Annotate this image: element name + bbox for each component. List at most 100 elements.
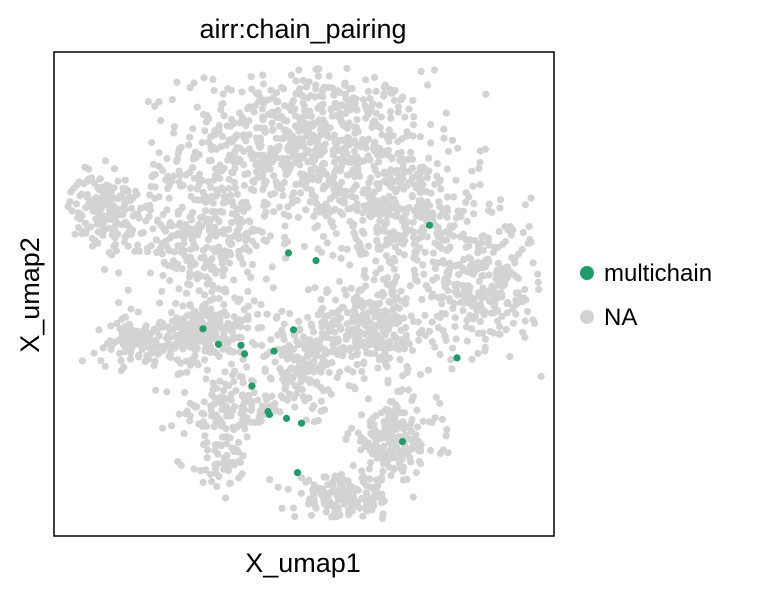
na-point <box>285 147 293 155</box>
na-point <box>343 309 352 317</box>
na-point <box>490 302 498 310</box>
na-point <box>410 228 418 236</box>
na-point <box>310 402 318 410</box>
na-point <box>409 493 417 501</box>
na-point <box>107 322 115 330</box>
na-point <box>239 379 247 387</box>
na-point <box>223 412 231 420</box>
na-point <box>230 232 239 240</box>
na-point <box>129 226 137 234</box>
na-point <box>401 409 409 417</box>
na-point <box>412 469 420 477</box>
na-point <box>272 314 280 322</box>
na-point <box>243 324 252 332</box>
na-point <box>220 301 228 309</box>
na-point <box>207 412 216 420</box>
na-point <box>189 125 197 133</box>
na-point <box>416 133 424 141</box>
na-point <box>443 165 451 173</box>
na-point <box>449 344 457 352</box>
na-point <box>268 119 276 127</box>
na-point <box>240 399 248 407</box>
na-point <box>311 93 319 101</box>
na-point <box>219 90 227 98</box>
na-point <box>189 315 197 324</box>
na-point <box>424 285 432 293</box>
na-point <box>187 216 196 224</box>
na-point <box>321 316 329 324</box>
na-point <box>360 360 368 368</box>
na-point <box>199 418 208 426</box>
na-point <box>439 208 447 216</box>
na-point <box>304 286 312 294</box>
na-point <box>209 281 217 289</box>
na-point <box>496 323 504 331</box>
na-point <box>507 231 515 239</box>
na-point <box>346 261 354 269</box>
na-point <box>397 96 405 104</box>
na-point <box>313 337 321 345</box>
na-point <box>369 494 377 502</box>
y-axis-label: X_umap2 <box>15 237 45 353</box>
na-point <box>348 84 356 93</box>
na-point <box>499 240 507 248</box>
na-point <box>328 347 336 355</box>
na-point <box>335 495 343 503</box>
na-point <box>131 247 139 255</box>
na-point <box>215 294 223 302</box>
na-point <box>376 299 384 307</box>
multichain-point <box>425 221 434 229</box>
na-point <box>155 193 163 201</box>
na-point <box>364 87 372 95</box>
na-point <box>442 109 450 117</box>
na-point <box>299 393 307 401</box>
na-point <box>383 353 391 362</box>
na-point <box>419 261 427 269</box>
na-point <box>502 326 510 334</box>
na-point <box>364 395 372 403</box>
na-point <box>328 218 336 226</box>
na-point <box>517 294 525 302</box>
na-point <box>231 184 239 192</box>
na-point <box>339 304 347 312</box>
na-point <box>282 254 290 262</box>
na-point <box>314 72 322 80</box>
na-point <box>239 452 247 460</box>
na-point <box>429 249 437 257</box>
na-point <box>393 293 401 301</box>
na-point <box>367 174 375 182</box>
na-point <box>485 271 493 279</box>
na-point <box>227 250 235 258</box>
na-point <box>237 409 245 418</box>
na-point <box>438 300 446 308</box>
na-point <box>506 353 514 361</box>
na-point <box>425 154 433 162</box>
na-point <box>355 287 363 295</box>
na-point <box>175 410 183 418</box>
na-point <box>293 337 301 345</box>
na-point <box>108 194 116 202</box>
na-point <box>216 174 224 182</box>
na-point <box>347 158 355 166</box>
na-point <box>475 289 483 297</box>
na-point <box>381 327 389 335</box>
na-point <box>156 299 164 307</box>
multichain-points-layer <box>199 221 461 477</box>
na-point <box>355 329 363 337</box>
na-point <box>361 322 369 330</box>
na-point <box>207 183 215 191</box>
na-point <box>174 150 182 158</box>
na-point <box>534 278 542 286</box>
na-point <box>311 193 319 201</box>
na-point <box>259 172 267 180</box>
na-point <box>240 181 248 189</box>
na-point <box>283 167 291 175</box>
na-point <box>220 248 228 256</box>
na-point <box>408 191 416 200</box>
na-point <box>166 350 174 358</box>
na-point <box>320 83 328 92</box>
na-point <box>335 147 343 155</box>
na-point <box>225 259 234 267</box>
na-point <box>267 86 275 94</box>
na-point <box>389 305 397 313</box>
